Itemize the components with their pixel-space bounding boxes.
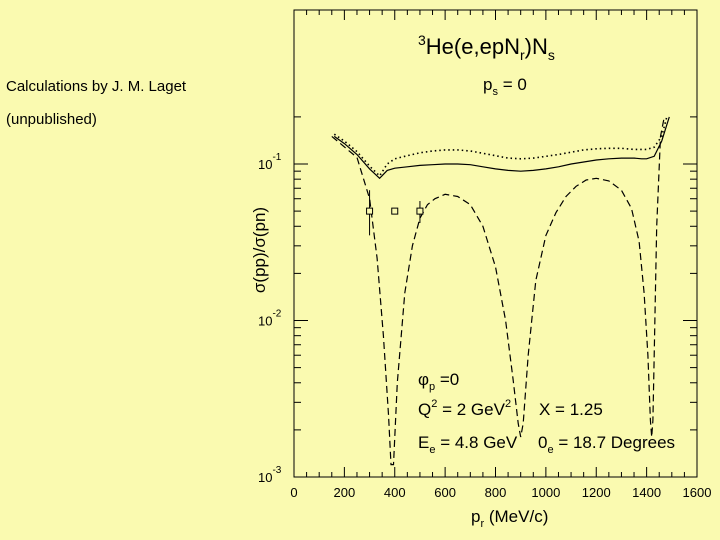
y-tick-label: 10-1 <box>258 152 282 172</box>
note-author: Calculations by J. M. Laget <box>6 78 187 95</box>
annotation-ee: Ee = 4.8 GeV <box>418 433 518 456</box>
x-tick-label: 1600 <box>683 485 712 500</box>
data-point <box>366 207 374 215</box>
chart-subtitle: ps = 0 <box>483 75 527 98</box>
series-dashed <box>331 116 665 466</box>
x-tick-label: 1000 <box>531 485 560 500</box>
annotation-theta: 0e = 18.7 Degrees <box>538 433 675 456</box>
chart-points <box>366 190 424 236</box>
data-point <box>391 207 399 215</box>
x-tick-label: 1200 <box>582 485 611 500</box>
x-tick-label: 200 <box>334 485 356 500</box>
y-axis-label: σ(pp)/σ(pn) <box>250 207 269 293</box>
chart-ticks: 0 200 400 600 800 1000 1200 1400 1600 10-1 10-2 10-… <box>258 10 711 500</box>
x-axis-label: pr (MeV/c) <box>471 507 548 530</box>
series-dotted <box>333 116 668 178</box>
series-solid <box>333 116 670 180</box>
chart-title: 3He(e,epNr)Ns <box>418 32 555 63</box>
x-tick-label: 800 <box>485 485 507 500</box>
y-tick-label: 10-2 <box>258 309 282 329</box>
x-tick-label: 400 <box>384 485 406 500</box>
annotation-x: X = 1.25 <box>539 400 603 419</box>
x-tick-label: 1400 <box>632 485 661 500</box>
y-tick-label: 10-3 <box>258 465 282 485</box>
annotation-q2: Q2 = 2 GeV2 <box>418 398 511 419</box>
annotation-phi: φp =0 <box>418 370 459 393</box>
x-tick-label: 600 <box>434 485 456 500</box>
x-tick-label: 0 <box>290 485 297 500</box>
chart-curves <box>331 116 670 466</box>
data-point <box>416 207 424 215</box>
note-unpublished: (unpublished) <box>6 111 97 128</box>
